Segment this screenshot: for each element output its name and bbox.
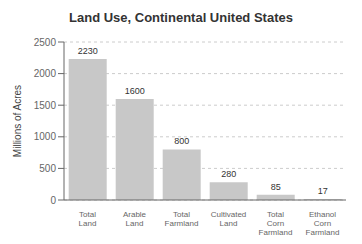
svg-text:85: 85 [271,182,281,192]
svg-text:2500: 2500 [34,37,57,48]
svg-text:ArableLand: ArableLand [123,210,147,228]
svg-text:0: 0 [50,195,56,206]
svg-text:1500: 1500 [34,100,57,111]
svg-text:EthanolCornFarmland: EthanolCornFarmland [306,210,340,236]
html-text:Land Use, Continental United S: Land Use, Continental United States [69,10,293,25]
svg-text:800: 800 [174,136,189,146]
svg-text:TotalLand: TotalLand [79,210,97,228]
svg-text:TotalCornFarmland: TotalCornFarmland [259,210,293,236]
svg-text:Millions of Acres: Millions of Acres [12,85,23,157]
svg-text:1000: 1000 [34,131,57,142]
svg-text:2230: 2230 [78,46,98,56]
svg-text:500: 500 [39,163,56,174]
svg-text:TotalFarmland: TotalFarmland [165,210,199,228]
svg-text:2000: 2000 [34,68,57,79]
svg-text:17: 17 [318,186,328,196]
svg-text:280: 280 [221,169,236,179]
svg-text:1600: 1600 [125,86,145,96]
svg-text:CultivatedLand: CultivatedLand [211,210,247,228]
